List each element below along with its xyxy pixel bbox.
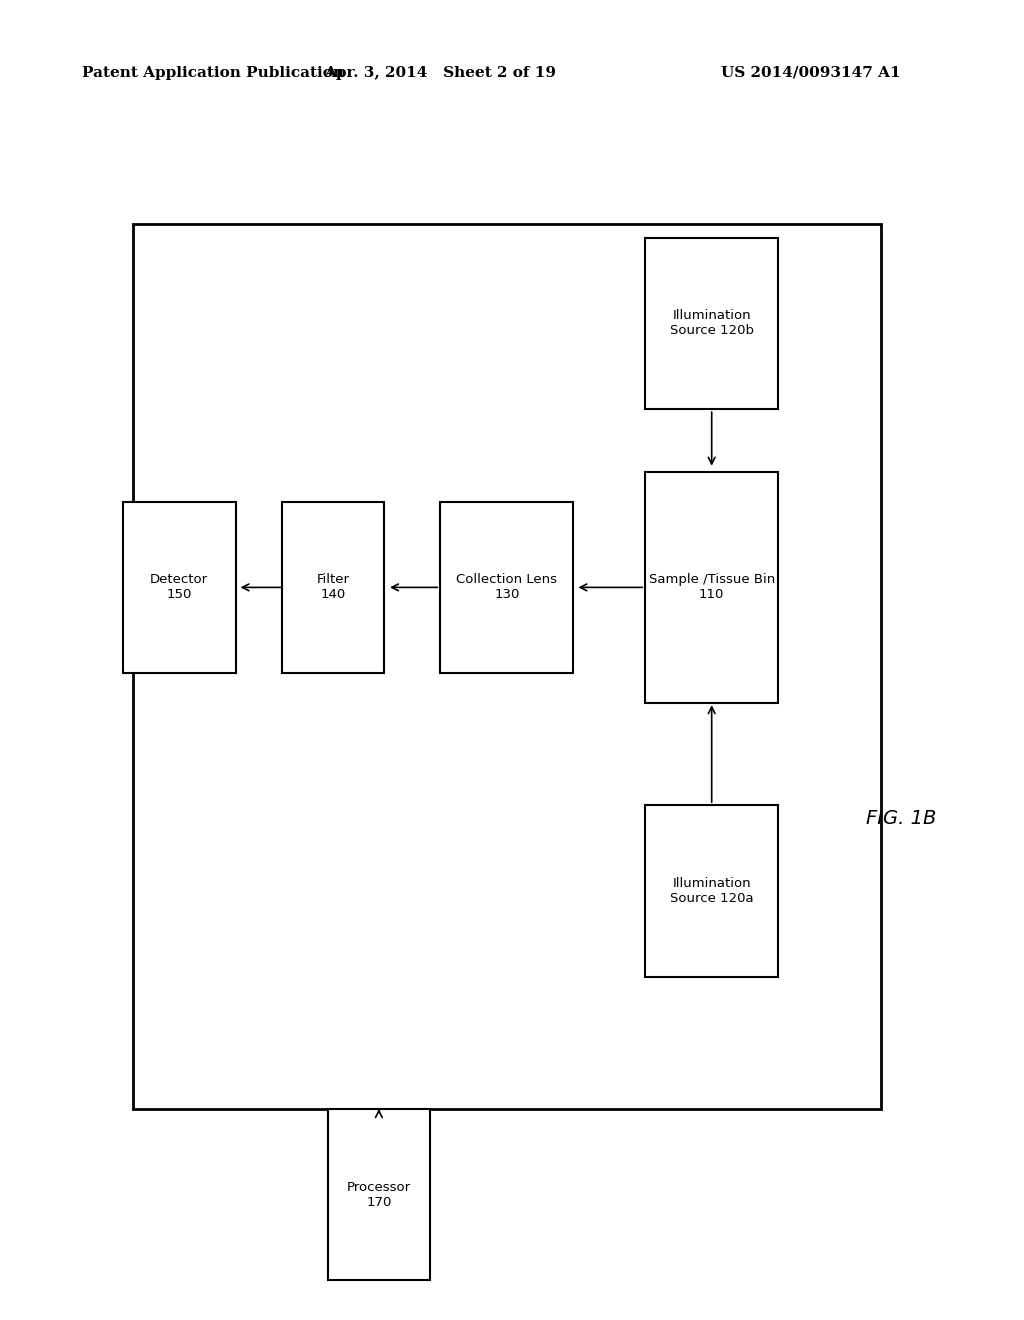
Bar (645, 805, 778, 977)
Text: US 2014/0093147 A1: US 2014/0093147 A1 (722, 66, 901, 79)
Bar (645, 471, 778, 702)
Bar (133, 224, 881, 1109)
Text: Processor
170: Processor 170 (347, 1180, 411, 1209)
Text: Collection Lens
130: Collection Lens 130 (457, 573, 557, 602)
Text: Sample /Tissue Bin
110: Sample /Tissue Bin 110 (648, 573, 775, 602)
Text: FIG. 1B: FIG. 1B (866, 809, 936, 828)
Bar (282, 502, 384, 673)
Text: Illumination
Source 120a: Illumination Source 120a (670, 876, 754, 906)
Text: Filter
140: Filter 140 (316, 573, 349, 602)
Text: Illumination
Source 120b: Illumination Source 120b (670, 309, 754, 338)
Bar (440, 502, 573, 673)
Text: Patent Application Publication: Patent Application Publication (82, 66, 344, 79)
Bar (123, 502, 236, 673)
Bar (645, 238, 778, 409)
Bar (328, 1109, 430, 1280)
Text: Apr. 3, 2014   Sheet 2 of 19: Apr. 3, 2014 Sheet 2 of 19 (325, 66, 556, 79)
Text: Detector
150: Detector 150 (151, 573, 208, 602)
